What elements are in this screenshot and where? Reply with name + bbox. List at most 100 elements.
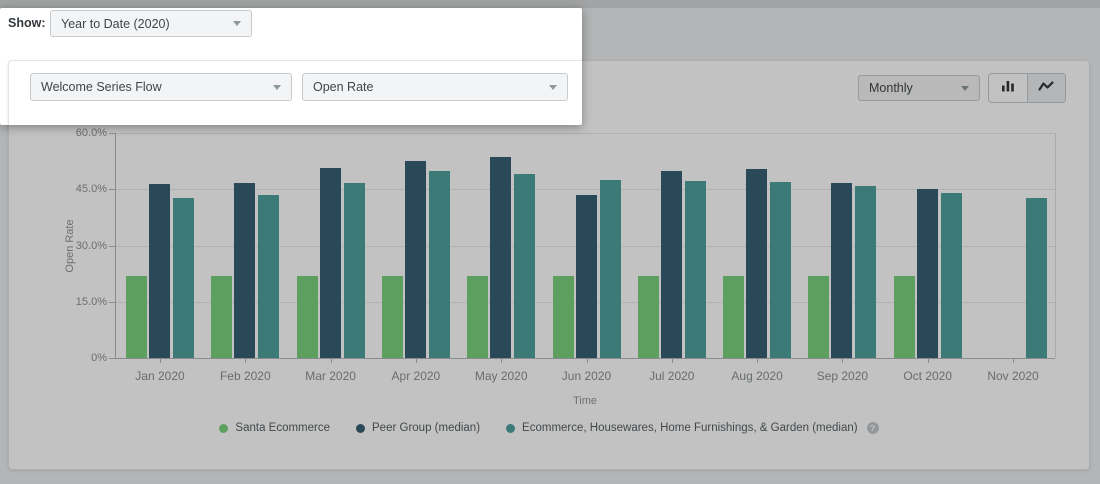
metric-dropdown[interactable]: Open Rate xyxy=(302,73,568,101)
chart-bar[interactable] xyxy=(173,197,194,358)
chart-bar[interactable] xyxy=(258,194,280,358)
x-tick-label: May 2020 xyxy=(474,369,528,383)
x-tick-label: Jan 2020 xyxy=(135,369,185,383)
chart-bar[interactable] xyxy=(428,170,450,358)
x-tick xyxy=(671,358,673,363)
chart-bar[interactable] xyxy=(575,194,597,358)
x-tick xyxy=(927,358,929,363)
chart-bar[interactable] xyxy=(404,160,426,358)
y-tick-label: 0% xyxy=(91,352,107,364)
bar-chart-icon xyxy=(1000,78,1016,99)
flow-dropdown[interactable]: Welcome Series Flow xyxy=(30,73,292,101)
chart-bar[interactable] xyxy=(660,170,682,358)
chart-bar[interactable] xyxy=(211,275,233,358)
chart-bar[interactable] xyxy=(893,275,915,358)
help-icon[interactable]: ? xyxy=(866,422,879,434)
x-tick xyxy=(330,358,332,363)
chart-bar[interactable] xyxy=(770,181,792,358)
chart-bar[interactable] xyxy=(599,179,621,358)
x-tick-label: Mar 2020 xyxy=(305,369,356,383)
x-tick xyxy=(1013,358,1014,363)
chart-type-toggle xyxy=(988,73,1066,103)
x-tick xyxy=(842,358,844,363)
bar-chart-toggle-button[interactable] xyxy=(989,74,1028,102)
chart-bar[interactable] xyxy=(234,182,256,358)
y-tick xyxy=(109,189,115,191)
chart-bar[interactable] xyxy=(319,168,341,358)
x-tick-label: Jul 2020 xyxy=(649,369,695,383)
y-tick xyxy=(109,358,115,359)
x-tick xyxy=(586,358,588,363)
chart-bar[interactable] xyxy=(684,180,706,358)
plot-right-border xyxy=(1055,133,1056,358)
y-tick-label: 30.0% xyxy=(75,239,107,252)
y-axis-title: Open Rate xyxy=(64,218,76,273)
chart-bar[interactable] xyxy=(381,275,403,358)
chart-bar[interactable] xyxy=(552,275,574,358)
x-tick xyxy=(245,358,247,363)
x-tick-label: Nov 2020 xyxy=(987,369,1039,383)
line-chart-toggle-button[interactable] xyxy=(1028,74,1066,102)
chart-bar[interactable] xyxy=(343,182,365,358)
x-tick-label: Sep 2020 xyxy=(816,369,869,383)
chart-bar[interactable] xyxy=(808,275,830,358)
x-tick-label: Feb 2020 xyxy=(219,369,271,383)
gridline xyxy=(115,189,1055,191)
y-tick xyxy=(109,301,115,303)
chevron-down-icon xyxy=(273,84,281,90)
show-label: Show: xyxy=(8,16,46,30)
x-tick-label: Apr 2020 xyxy=(391,369,441,383)
granularity-value: Monthly xyxy=(869,81,913,95)
legend-item: Peer Group (median) xyxy=(356,422,480,434)
gridline xyxy=(115,133,1055,134)
chevron-down-icon xyxy=(961,85,969,91)
chart-bar[interactable] xyxy=(126,275,147,358)
granularity-dropdown[interactable]: Monthly xyxy=(858,75,980,101)
y-tick-label: 15.0% xyxy=(75,295,107,308)
line-chart-icon xyxy=(1037,79,1055,98)
chart-bar[interactable] xyxy=(940,193,962,358)
x-tick xyxy=(757,358,759,363)
x-axis-title: Time xyxy=(572,395,598,407)
x-tick xyxy=(501,358,503,363)
legend-label: Santa Ecommerce xyxy=(235,422,331,434)
chevron-down-icon xyxy=(549,84,557,90)
date-range-dropdown[interactable]: Year to Date (2020) xyxy=(50,10,252,37)
y-axis-line xyxy=(115,133,116,358)
chart-bar[interactable] xyxy=(149,184,170,358)
chart-legend: Santa Ecommerce Peer Group (median) Ecomme… xyxy=(8,418,1090,438)
chevron-down-icon xyxy=(233,21,241,26)
chart-bar[interactable] xyxy=(916,188,938,358)
legend-label: Peer Group (median) xyxy=(372,422,481,434)
legend-dot-icon xyxy=(506,423,516,433)
y-tick-label: 45.0% xyxy=(75,183,107,196)
chart-bar[interactable] xyxy=(514,173,536,358)
legend-item: Ecommerce, Housewares, Home Furnishings,… xyxy=(506,422,879,434)
date-range-value: Year to Date (2020) xyxy=(61,16,170,31)
legend-dot-icon xyxy=(219,423,229,433)
legend-item: Santa Ecommerce xyxy=(219,422,330,434)
metric-value: Open Rate xyxy=(313,80,374,94)
chart-bar[interactable] xyxy=(723,275,745,358)
y-tick xyxy=(109,133,115,134)
chart-bar[interactable] xyxy=(831,182,853,358)
y-tick-label: 60.0% xyxy=(75,127,107,139)
y-tick xyxy=(109,245,115,247)
x-tick-label: Oct 2020 xyxy=(903,369,953,383)
chart-bar[interactable] xyxy=(296,275,318,358)
chart-bar[interactable] xyxy=(637,275,659,358)
flow-value: Welcome Series Flow xyxy=(41,80,162,94)
chart-bar[interactable] xyxy=(467,275,489,358)
x-axis-line xyxy=(115,358,1055,359)
legend-label: Ecommerce, Housewares, Home Furnishings,… xyxy=(522,422,858,434)
chart-bar[interactable] xyxy=(490,157,512,358)
x-tick xyxy=(415,358,417,363)
x-tick-label: Jun 2020 xyxy=(561,369,612,383)
x-tick xyxy=(160,358,161,363)
chart-bar[interactable] xyxy=(855,185,877,358)
chart-bar[interactable] xyxy=(746,168,768,358)
chart-bar[interactable] xyxy=(1026,197,1047,358)
x-tick-label: Aug 2020 xyxy=(731,369,783,383)
